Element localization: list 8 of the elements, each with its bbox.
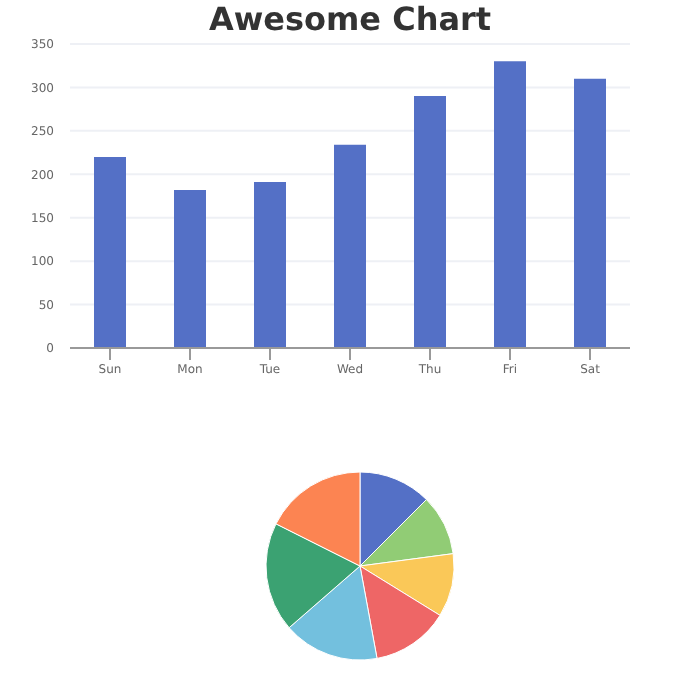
bar [334,144,366,348]
bar [174,189,206,348]
bar [94,156,126,348]
bar [494,61,526,348]
bar [254,182,286,348]
bar [574,78,606,348]
chart-title: Awesome Chart [206,0,494,38]
bar [414,96,446,348]
